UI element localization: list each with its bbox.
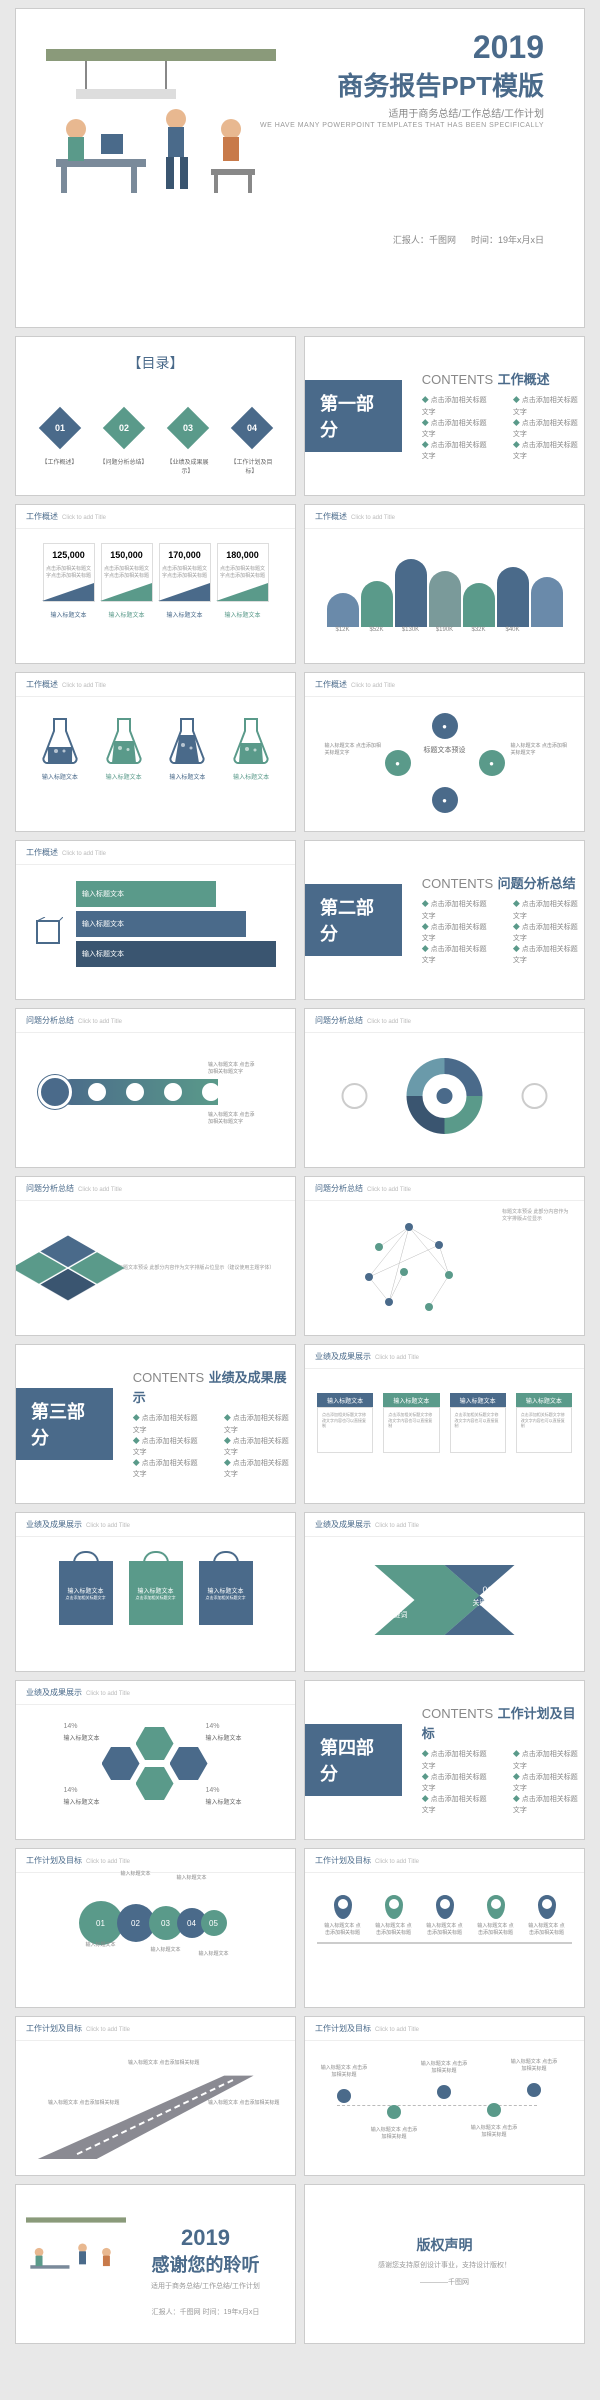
number-cards-slide: 工作概述Click to add Title 125,000点击添加相关标题文字…	[15, 504, 296, 664]
bumps-chart-slide: 工作概述Click to add Title $12K$52K$130K$190…	[304, 504, 585, 664]
bag: 输入标题文本点击添加相关标题文字	[59, 1561, 113, 1625]
toc-item: 04 【工作计划及目标】	[227, 413, 277, 475]
title-footer: 汇报人：千图网 时间：19年x月x日	[16, 229, 584, 246]
steps-slide: 工作计划及目标Click to add Title 输入标题文本 点击添加相关标…	[304, 2016, 585, 2176]
bubble: 05输入标题文本	[201, 1910, 227, 1936]
hexes-slide: 业绩及成果展示Click to add Title 14% 输入标题文本14% …	[15, 1680, 296, 1840]
tab-box: 输入标题文本 点击添加相关标题文字修改文字内容也可以直接复制	[450, 1393, 506, 1453]
pin: 输入标题文本 点击添加相关标题	[323, 1895, 363, 1936]
cube-icon	[33, 917, 63, 947]
flask: 输入标题文本	[162, 715, 212, 781]
pin: 输入标题文本 点击添加相关标题	[425, 1895, 465, 1936]
bubble: 01输入标题文本	[79, 1901, 123, 1945]
section-1: 第一部分 CONTENTS 工作概述 点击添加相关标题文字点击添加相关标题文字点…	[304, 336, 585, 496]
pin: 输入标题文本 点击添加相关标题	[374, 1895, 414, 1936]
section-4: 第四部分 CONTENTS 工作计划及目标 点击添加相关标题文字点击添加相关标题…	[304, 1680, 585, 1840]
fold-label-2: 01	[483, 1585, 493, 1595]
fold-kw-1: 关键词	[387, 1610, 408, 1619]
office-illustration	[46, 49, 276, 199]
toc-title: 【目录】	[16, 337, 295, 373]
donut-slide: 问题分析总结Click to add Title	[304, 1008, 585, 1168]
flask: 输入标题文本	[226, 715, 276, 781]
tab-box: 输入标题文本 点击添加相关标题文字修改文字内容也可以直接复制	[383, 1393, 439, 1453]
bump-bar	[429, 571, 461, 627]
flask: 输入标题文本	[35, 715, 85, 781]
flasks-slide: 工作概述Click to add Title 输入标题文本 输入标题文本 输入标…	[15, 672, 296, 832]
fold-kw-2: 关键词	[473, 1598, 494, 1607]
section-tab: 第一部分	[304, 380, 402, 452]
bump-bar	[497, 567, 529, 627]
hbar: 输入标题文本	[76, 941, 283, 967]
section-tab: 第二部分	[304, 884, 402, 956]
hbar: 输入标题文本	[76, 881, 283, 907]
key-gradient-slide: 问题分析总结Click to add Title 输入标题文本 点击添加相关标题…	[15, 1008, 296, 1168]
number-card: 170,000点击添加相关标题文字点击添加相关标题	[159, 543, 211, 602]
bump-bar	[327, 593, 359, 627]
number-card: 150,000点击添加相关标题文字点击添加相关标题	[101, 543, 153, 602]
process-circle-slide: 工作概述Click to add Title 标题文本预设 ●●●●输入标题文本…	[304, 672, 585, 832]
fold-slide: 业绩及成果展示Click to add Title 02 关键词 01 关键词	[304, 1512, 585, 1672]
bump-bar	[531, 577, 563, 627]
flask: 输入标题文本	[99, 715, 149, 781]
toc-item: 03 【业绩及成果展示】	[163, 413, 213, 475]
section-2: 第二部分 CONTENTS 问题分析总结 点击添加相关标题文字点击添加相关标题文…	[304, 840, 585, 1000]
bags-slide: 业绩及成果展示Click to add Title 输入标题文本点击添加相关标题…	[15, 1512, 296, 1672]
tab-box: 输入标题文本 点击添加相关标题文字修改文字内容也可以直接复制	[516, 1393, 572, 1453]
bump-bar	[361, 581, 393, 627]
pin: 输入标题文本 点击添加相关标题	[527, 1895, 567, 1936]
toc-item: 01 【工作概述】	[35, 413, 85, 475]
bag: 输入标题文本点击添加相关标题文字	[129, 1561, 183, 1625]
toc-items: 01 【工作概述】 02 【问题分析总结】 03 【业绩及成果展示】 04 【工…	[16, 373, 295, 475]
number-card: 180,000点击添加相关标题文字点击添加相关标题	[217, 543, 269, 602]
hbars-slide: 工作概述Click to add Title 输入标题文本输入标题文本输入标题文…	[15, 840, 296, 1000]
network-slide: 问题分析总结Click to add Title 标题文本预设 此部分内容作为文…	[304, 1176, 585, 1336]
bump-bar	[395, 559, 427, 627]
bag: 输入标题文本点击添加相关标题文字	[199, 1561, 253, 1625]
fold-label-1: 02	[397, 1597, 407, 1607]
section-3: 第三部分 CONTENTS 业绩及成果展示 点击添加相关标题文字点击添加相关标题…	[15, 1344, 296, 1504]
tab-boxes-slide: 业绩及成果展示Click to add Title 输入标题文本 点击添加相关标…	[304, 1344, 585, 1504]
title-slide: 2019 商务报告PPT模版 适用于商务总结/工作总结/工作计划 WE HAVE…	[15, 8, 585, 328]
thanks-slide: 2019 感谢您的聆听 适用于商务总结/工作总结/工作计划 汇报人：千图网 时间…	[15, 2184, 296, 2344]
tab-box: 输入标题文本 点击添加相关标题文字修改文字内容也可以直接复制	[317, 1393, 373, 1453]
pin: 输入标题文本 点击添加相关标题	[476, 1895, 516, 1936]
pins-slide: 工作计划及目标Click to add Title 输入标题文本 点击添加相关标…	[304, 1848, 585, 2008]
toc-slide: 【目录】 01 【工作概述】 02 【问题分析总结】 03 【业绩及成果展示】 …	[15, 336, 296, 496]
sq3d-slide: 问题分析总结Click to add Title 标题文本预设 此部分内容作为文…	[15, 1176, 296, 1336]
toc-item: 02 【问题分析总结】	[99, 413, 149, 475]
number-card: 125,000点击添加相关标题文字点击添加相关标题	[43, 543, 95, 602]
bubble-chain-slide: 工作计划及目标Click to add Title 01输入标题文本 02输入标…	[15, 1848, 296, 2008]
road-slide: 工作计划及目标Click to add Title 输入标题文本 点击添加相关标…	[15, 2016, 296, 2176]
hbar: 输入标题文本	[76, 911, 283, 937]
bump-bar	[463, 583, 495, 627]
copyright-slide: 版权声明 感谢您支持原创设计事业，支持设计版权！ ————千图网	[304, 2184, 585, 2344]
